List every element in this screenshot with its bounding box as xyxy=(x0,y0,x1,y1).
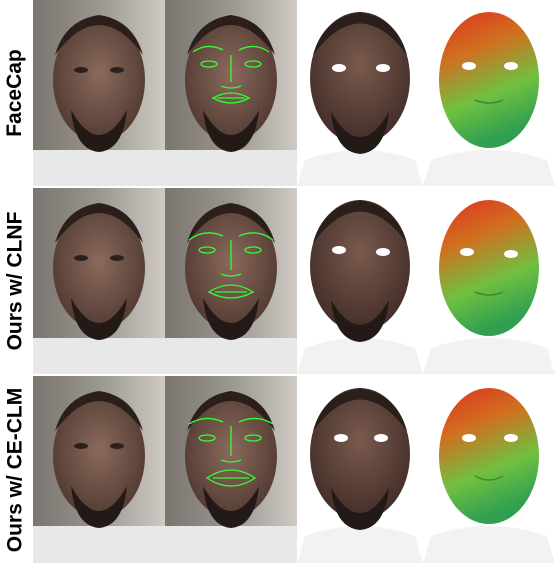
row-label-clnf: Ours w/ CLNF xyxy=(0,188,30,374)
row-label-text: Ours w/ CE-CLM xyxy=(3,387,27,552)
landmark-overlay xyxy=(192,45,270,104)
textured-render xyxy=(297,188,423,374)
photo-landmarks xyxy=(165,376,297,563)
geometry-render xyxy=(423,0,555,186)
row-label-facecap: FaceCap xyxy=(0,0,30,186)
photo-input xyxy=(33,376,165,563)
row-label-text: FaceCap xyxy=(3,49,27,137)
photo-landmarks xyxy=(165,0,297,186)
geometry-render xyxy=(423,188,555,374)
textured-render xyxy=(297,0,423,186)
landmark-overlay xyxy=(188,232,274,299)
textured-render xyxy=(297,376,423,563)
photo-input xyxy=(33,188,165,374)
photo-input xyxy=(33,0,165,186)
landmark-overlay xyxy=(188,417,274,487)
row-label-text: Ours w/ CLNF xyxy=(3,211,26,351)
photo-landmarks xyxy=(165,188,297,374)
geometry-render xyxy=(423,376,555,563)
row-label-ceclm: Ours w/ CE-CLM xyxy=(0,376,30,563)
